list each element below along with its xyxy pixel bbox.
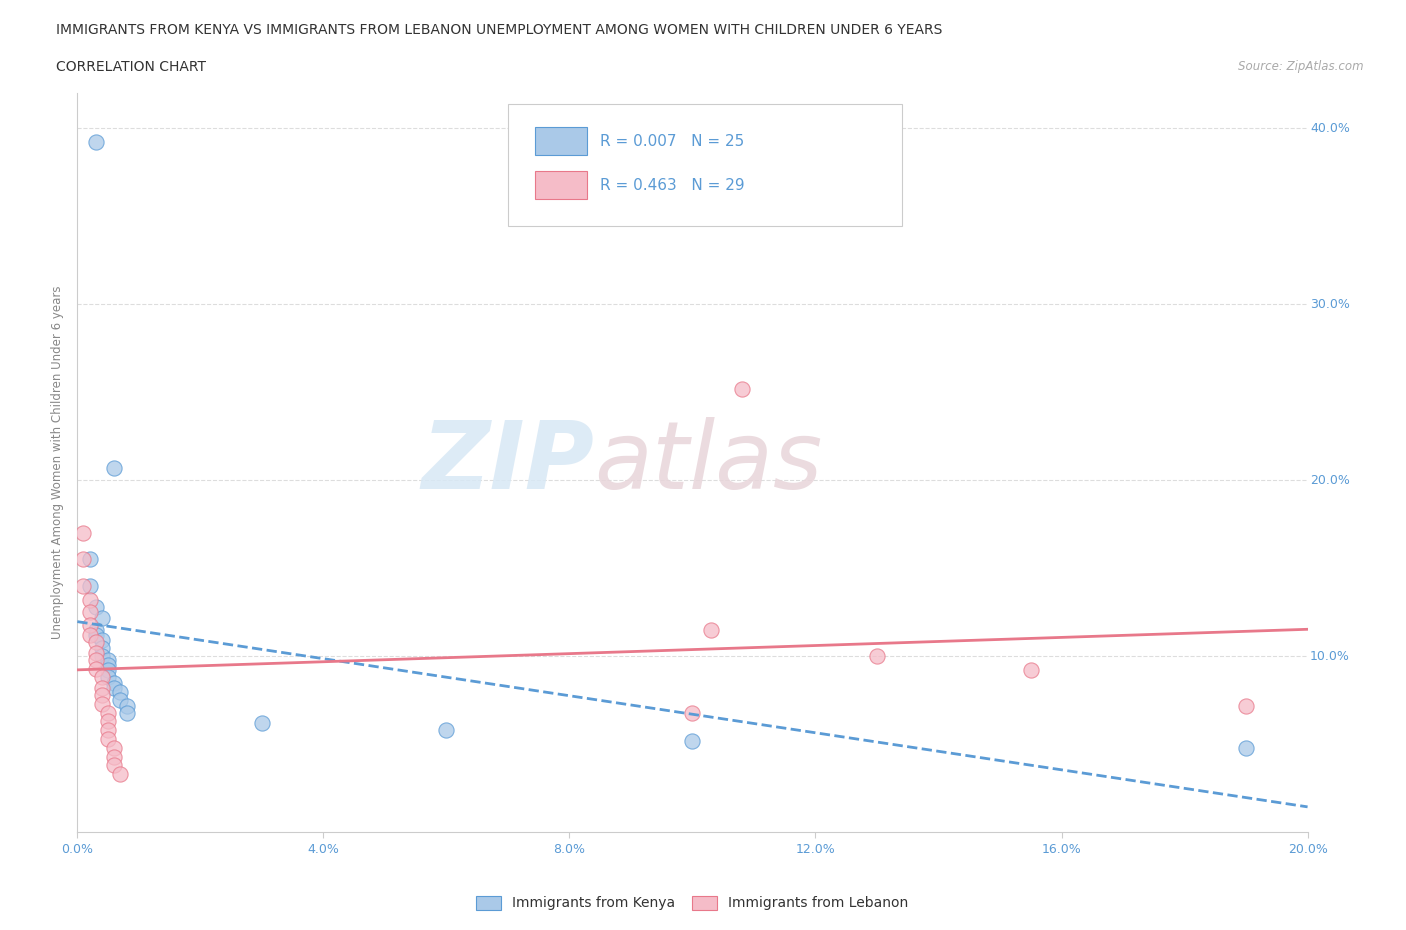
Text: 20.0%: 20.0% (1310, 473, 1350, 486)
Point (72, 578, 94, 593)
Point (84, 645, 107, 660)
Point (79, 592, 101, 607)
Text: R = 0.007   N = 25: R = 0.007 N = 25 (600, 134, 744, 149)
Point (90, 687, 114, 702)
Point (79, 552, 101, 567)
Point (97, 658, 120, 672)
Point (97, 653, 120, 668)
Point (115, 705, 138, 720)
Point (110, 767, 132, 782)
Point (97, 663, 120, 678)
Point (79, 604, 101, 619)
Point (79, 628, 101, 643)
Point (84, 622, 107, 637)
Point (682, 734, 704, 749)
Point (103, 758, 125, 773)
Point (84, 628, 107, 643)
Text: 40.0%: 40.0% (1310, 122, 1350, 135)
Point (103, 460, 125, 475)
Point (103, 750, 125, 764)
Point (84, 600, 107, 615)
Point (97, 732, 120, 747)
Point (90, 633, 114, 648)
Point (250, 716, 273, 731)
Text: 10.0%: 10.0% (1310, 650, 1350, 663)
Point (110, 693, 132, 708)
Point (90, 649, 114, 664)
Point (866, 649, 889, 664)
Point (90, 670, 114, 684)
Point (90, 697, 114, 711)
Point (103, 681, 125, 696)
Point (79, 578, 101, 593)
Text: R = 0.463   N = 29: R = 0.463 N = 29 (600, 178, 745, 193)
Point (84, 635, 107, 650)
FancyBboxPatch shape (536, 171, 586, 199)
Text: CORRELATION CHART: CORRELATION CHART (56, 60, 207, 74)
Point (1234, 740, 1257, 755)
Text: ZIP: ZIP (422, 417, 595, 509)
Y-axis label: Unemployment Among Women with Children Under 6 years: Unemployment Among Women with Children U… (51, 286, 65, 640)
Point (103, 675, 125, 690)
Point (103, 740, 125, 755)
Point (90, 640, 114, 655)
FancyBboxPatch shape (508, 104, 901, 226)
Text: Source: ZipAtlas.com: Source: ZipAtlas.com (1239, 60, 1364, 73)
Point (115, 698, 138, 713)
Point (731, 381, 754, 396)
Point (84, 135, 107, 150)
Text: 30.0%: 30.0% (1310, 298, 1350, 311)
FancyBboxPatch shape (536, 127, 586, 155)
Point (84, 661, 107, 676)
Legend: Immigrants from Kenya, Immigrants from Lebanon: Immigrants from Kenya, Immigrants from L… (477, 896, 908, 910)
Point (1234, 698, 1257, 713)
Point (72, 552, 94, 567)
Point (1019, 663, 1042, 678)
Text: atlas: atlas (595, 418, 823, 508)
Point (90, 681, 114, 696)
Point (97, 705, 120, 720)
Point (84, 653, 107, 668)
Text: IMMIGRANTS FROM KENYA VS IMMIGRANTS FROM LEBANON UNEMPLOYMENT AMONG WOMEN WITH C: IMMIGRANTS FROM KENYA VS IMMIGRANTS FROM… (56, 23, 942, 37)
Point (79, 618, 101, 632)
Point (72, 525, 94, 540)
Point (700, 622, 723, 637)
Point (436, 723, 458, 737)
Point (90, 610, 114, 625)
Point (110, 684, 132, 699)
Point (97, 723, 120, 737)
Point (682, 705, 704, 720)
Point (97, 714, 120, 729)
Point (97, 670, 120, 684)
